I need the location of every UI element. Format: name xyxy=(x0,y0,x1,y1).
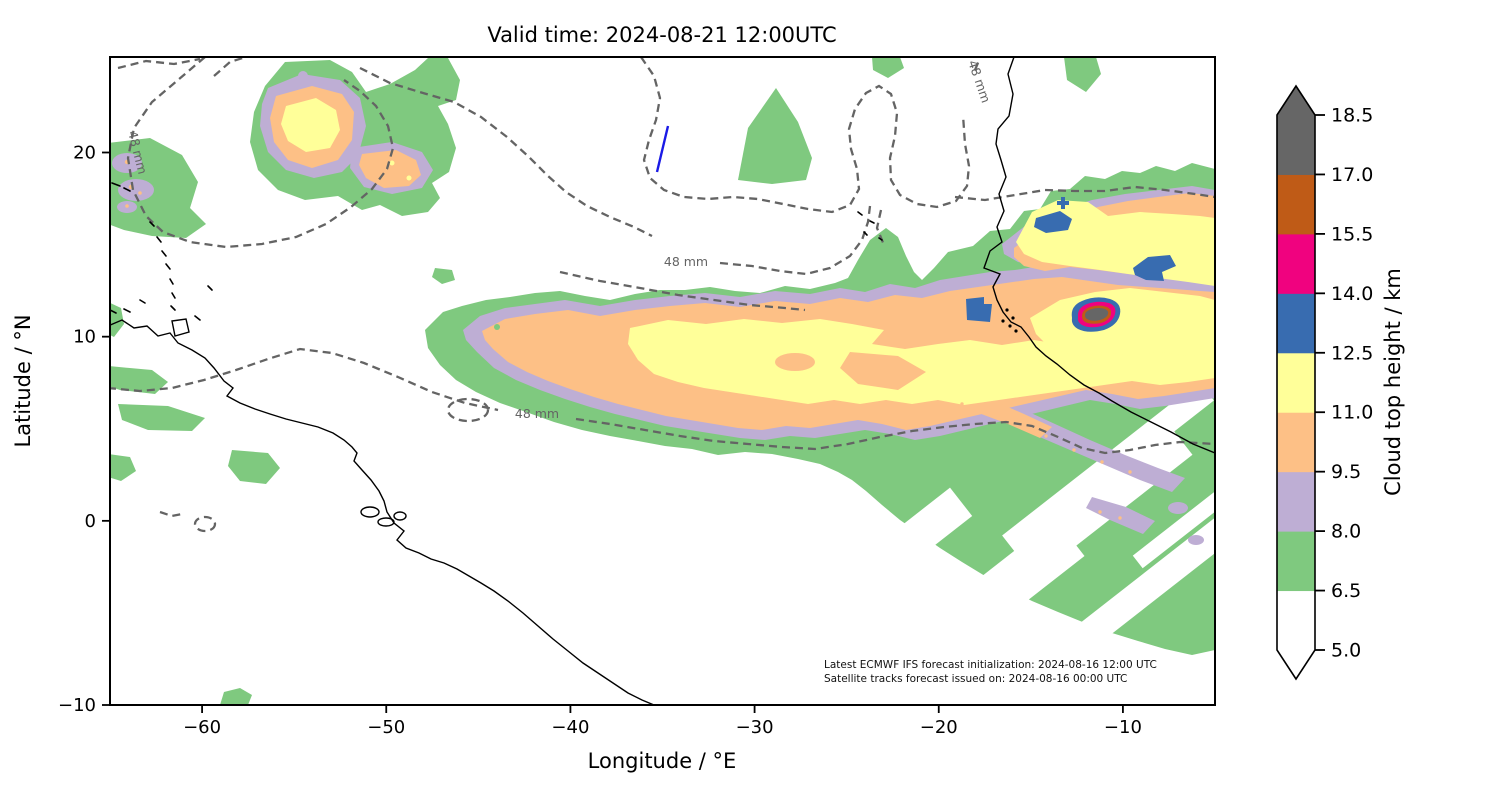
colorbar-tick-label: 5.0 xyxy=(1331,640,1361,662)
x-tick-label: −50 xyxy=(367,717,405,738)
contour-label-48mm: 48 mm xyxy=(515,406,559,421)
plot-title: Valid time: 2024-08-21 12:00UTC xyxy=(487,23,836,47)
colorbar-segment xyxy=(1277,412,1315,473)
cloud-green-left-e xyxy=(110,454,136,481)
cloud-green-topright xyxy=(1064,57,1101,92)
cloud-white-breaks xyxy=(831,200,1215,686)
blue-cross xyxy=(1057,197,1069,209)
colorbar-tick-label: 17.0 xyxy=(1331,164,1373,186)
colorbar-segment xyxy=(1277,471,1315,532)
green-hole-west-oval xyxy=(494,324,500,330)
coastlines xyxy=(110,57,1215,705)
axis-ticks: −60 −50 −40 −30 −20 −10 20 10 0 −10 xyxy=(58,143,1142,739)
colorbar-tick-label: 6.5 xyxy=(1331,580,1361,602)
colorbar: 5.0 6.5 8.0 9.5 11.0 12.5 14.0 15.5 17.0 18.5 xyxy=(1276,84,1373,681)
x-tick-label: −20 xyxy=(920,717,958,738)
colorbar-segment xyxy=(1277,174,1315,235)
colorbar-segment xyxy=(1277,293,1315,354)
colorbar-tick-label: 12.5 xyxy=(1331,342,1373,364)
orange-inclusion-2 xyxy=(775,353,815,371)
colorbar-label: Cloud top height / km xyxy=(1381,268,1405,496)
colorbar-segment xyxy=(1277,352,1315,413)
y-tick-label: 10 xyxy=(73,327,96,348)
blue-cell-2 xyxy=(1133,255,1176,281)
coastline-south-america xyxy=(110,319,655,705)
purple-dot-se-1 xyxy=(1168,502,1188,514)
white-stripe-5 xyxy=(831,487,973,609)
cloud-green-left-b xyxy=(110,366,168,394)
plot-border xyxy=(109,56,1216,706)
storm-cell-gray-core xyxy=(1085,308,1109,321)
contour-label-48mm: 48 mm xyxy=(664,254,708,269)
yellow-dot-1 xyxy=(389,160,395,166)
cloud-green-left-d xyxy=(228,450,280,484)
yellow-dot-2 xyxy=(406,175,412,181)
colorbar-over-arrow xyxy=(1277,86,1315,115)
annotation-line-1: Latest ECMWF IFS forecast initialization… xyxy=(824,659,1157,671)
map-plot-area: 48 mm 48 mm 48 mm 48 mm xyxy=(110,57,1215,705)
colorbar-segment xyxy=(1277,531,1315,592)
island-amazon-delta-3 xyxy=(393,511,407,521)
precip-contour-48mm xyxy=(110,57,1215,533)
purple-band-south-2 xyxy=(1086,497,1155,534)
blue-cell-1 xyxy=(1034,211,1072,233)
x-tick-label: −10 xyxy=(1104,717,1142,738)
white-stripe-2 xyxy=(911,428,1193,658)
blue-cell-3 xyxy=(966,297,992,322)
orange-band-south-diag xyxy=(960,400,1052,438)
colorbar-under-arrow xyxy=(1277,650,1315,679)
island-dots-bijagos xyxy=(1001,308,1018,333)
cloud-green-small-1 xyxy=(432,268,455,284)
cloud-green-bottom-edge xyxy=(220,688,252,705)
cloud-green-top-sliver xyxy=(872,57,904,78)
white-stripe-1 xyxy=(1002,381,1214,555)
x-tick-label: −60 xyxy=(183,717,221,738)
coastline-africa xyxy=(983,57,1215,454)
colorbar-segment xyxy=(1277,590,1315,651)
orange-inclusions xyxy=(775,352,926,390)
purple-left-2 xyxy=(118,179,154,201)
orange-secondary-cell xyxy=(359,150,421,188)
x-axis-label: Longitude / °E xyxy=(588,749,737,773)
colorbar-tick-label: 8.0 xyxy=(1331,521,1361,543)
colorbar-segment xyxy=(1277,115,1315,175)
yellow-band-core xyxy=(628,319,1215,405)
colorbar-tick-label: 15.5 xyxy=(1331,223,1373,245)
purple-dot-se-2 xyxy=(1188,535,1204,545)
orange-inclusion-1 xyxy=(840,352,926,390)
purple-dot xyxy=(298,71,308,81)
y-axis-label: Latitude / °N xyxy=(11,314,35,447)
white-stripe-6 xyxy=(1132,481,1215,569)
white-stripe-4 xyxy=(905,538,1085,686)
island-amazon-delta-1 xyxy=(360,506,380,518)
annotation-line-2: Satellite tracks forecast issued on: 202… xyxy=(824,673,1127,685)
cloud-green-left-c xyxy=(118,404,205,431)
colorbar-tick-label: 9.5 xyxy=(1331,461,1361,483)
white-stripe-3 xyxy=(1032,506,1215,682)
colorbar-tick-label: 11.0 xyxy=(1331,402,1373,424)
y-tick-label: 0 xyxy=(85,511,96,532)
satellite-track xyxy=(655,125,670,173)
cloud-green-top-mid-triangle xyxy=(738,88,812,184)
colorbar-tick-label: 14.0 xyxy=(1331,283,1373,305)
x-tick-label: −30 xyxy=(736,717,774,738)
colorbar-segment xyxy=(1277,233,1315,294)
yellow-nw-cluster-core xyxy=(281,98,340,152)
x-tick-label: −40 xyxy=(551,717,589,738)
island-trinidad xyxy=(171,318,190,337)
island-amazon-delta-2 xyxy=(377,517,395,527)
y-tick-label: 20 xyxy=(73,143,96,164)
colorbar-tick-label: 18.5 xyxy=(1331,105,1373,127)
y-tick-label: −10 xyxy=(58,695,96,716)
